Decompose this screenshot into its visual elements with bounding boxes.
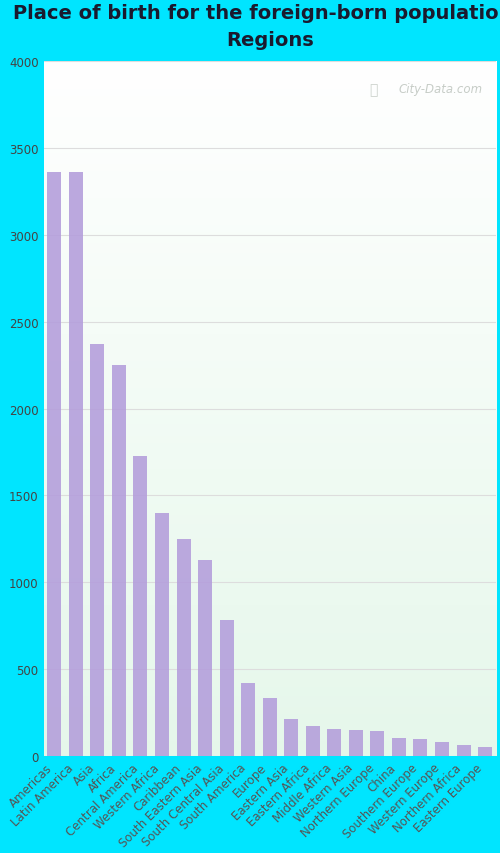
Bar	[112, 366, 126, 756]
Bar	[134, 456, 147, 756]
Bar	[306, 727, 320, 756]
Bar	[349, 730, 363, 756]
Bar	[284, 720, 298, 756]
Text: City-Data.com: City-Data.com	[398, 83, 482, 96]
Bar	[392, 738, 406, 756]
Bar	[456, 745, 470, 756]
Bar	[48, 173, 62, 756]
Bar	[220, 621, 234, 756]
Bar	[262, 698, 276, 756]
Bar	[414, 739, 428, 756]
Bar	[155, 514, 169, 756]
Title: Place of birth for the foreign-born population -
Regions: Place of birth for the foreign-born popu…	[12, 4, 500, 49]
Bar	[328, 729, 342, 756]
Bar	[198, 560, 212, 756]
Bar	[241, 683, 255, 756]
Bar	[370, 731, 384, 756]
Bar	[176, 539, 190, 756]
Bar	[478, 747, 492, 756]
Bar	[90, 345, 104, 756]
Text: ⦿: ⦿	[369, 83, 378, 97]
Bar	[435, 742, 449, 756]
Bar	[69, 173, 83, 756]
